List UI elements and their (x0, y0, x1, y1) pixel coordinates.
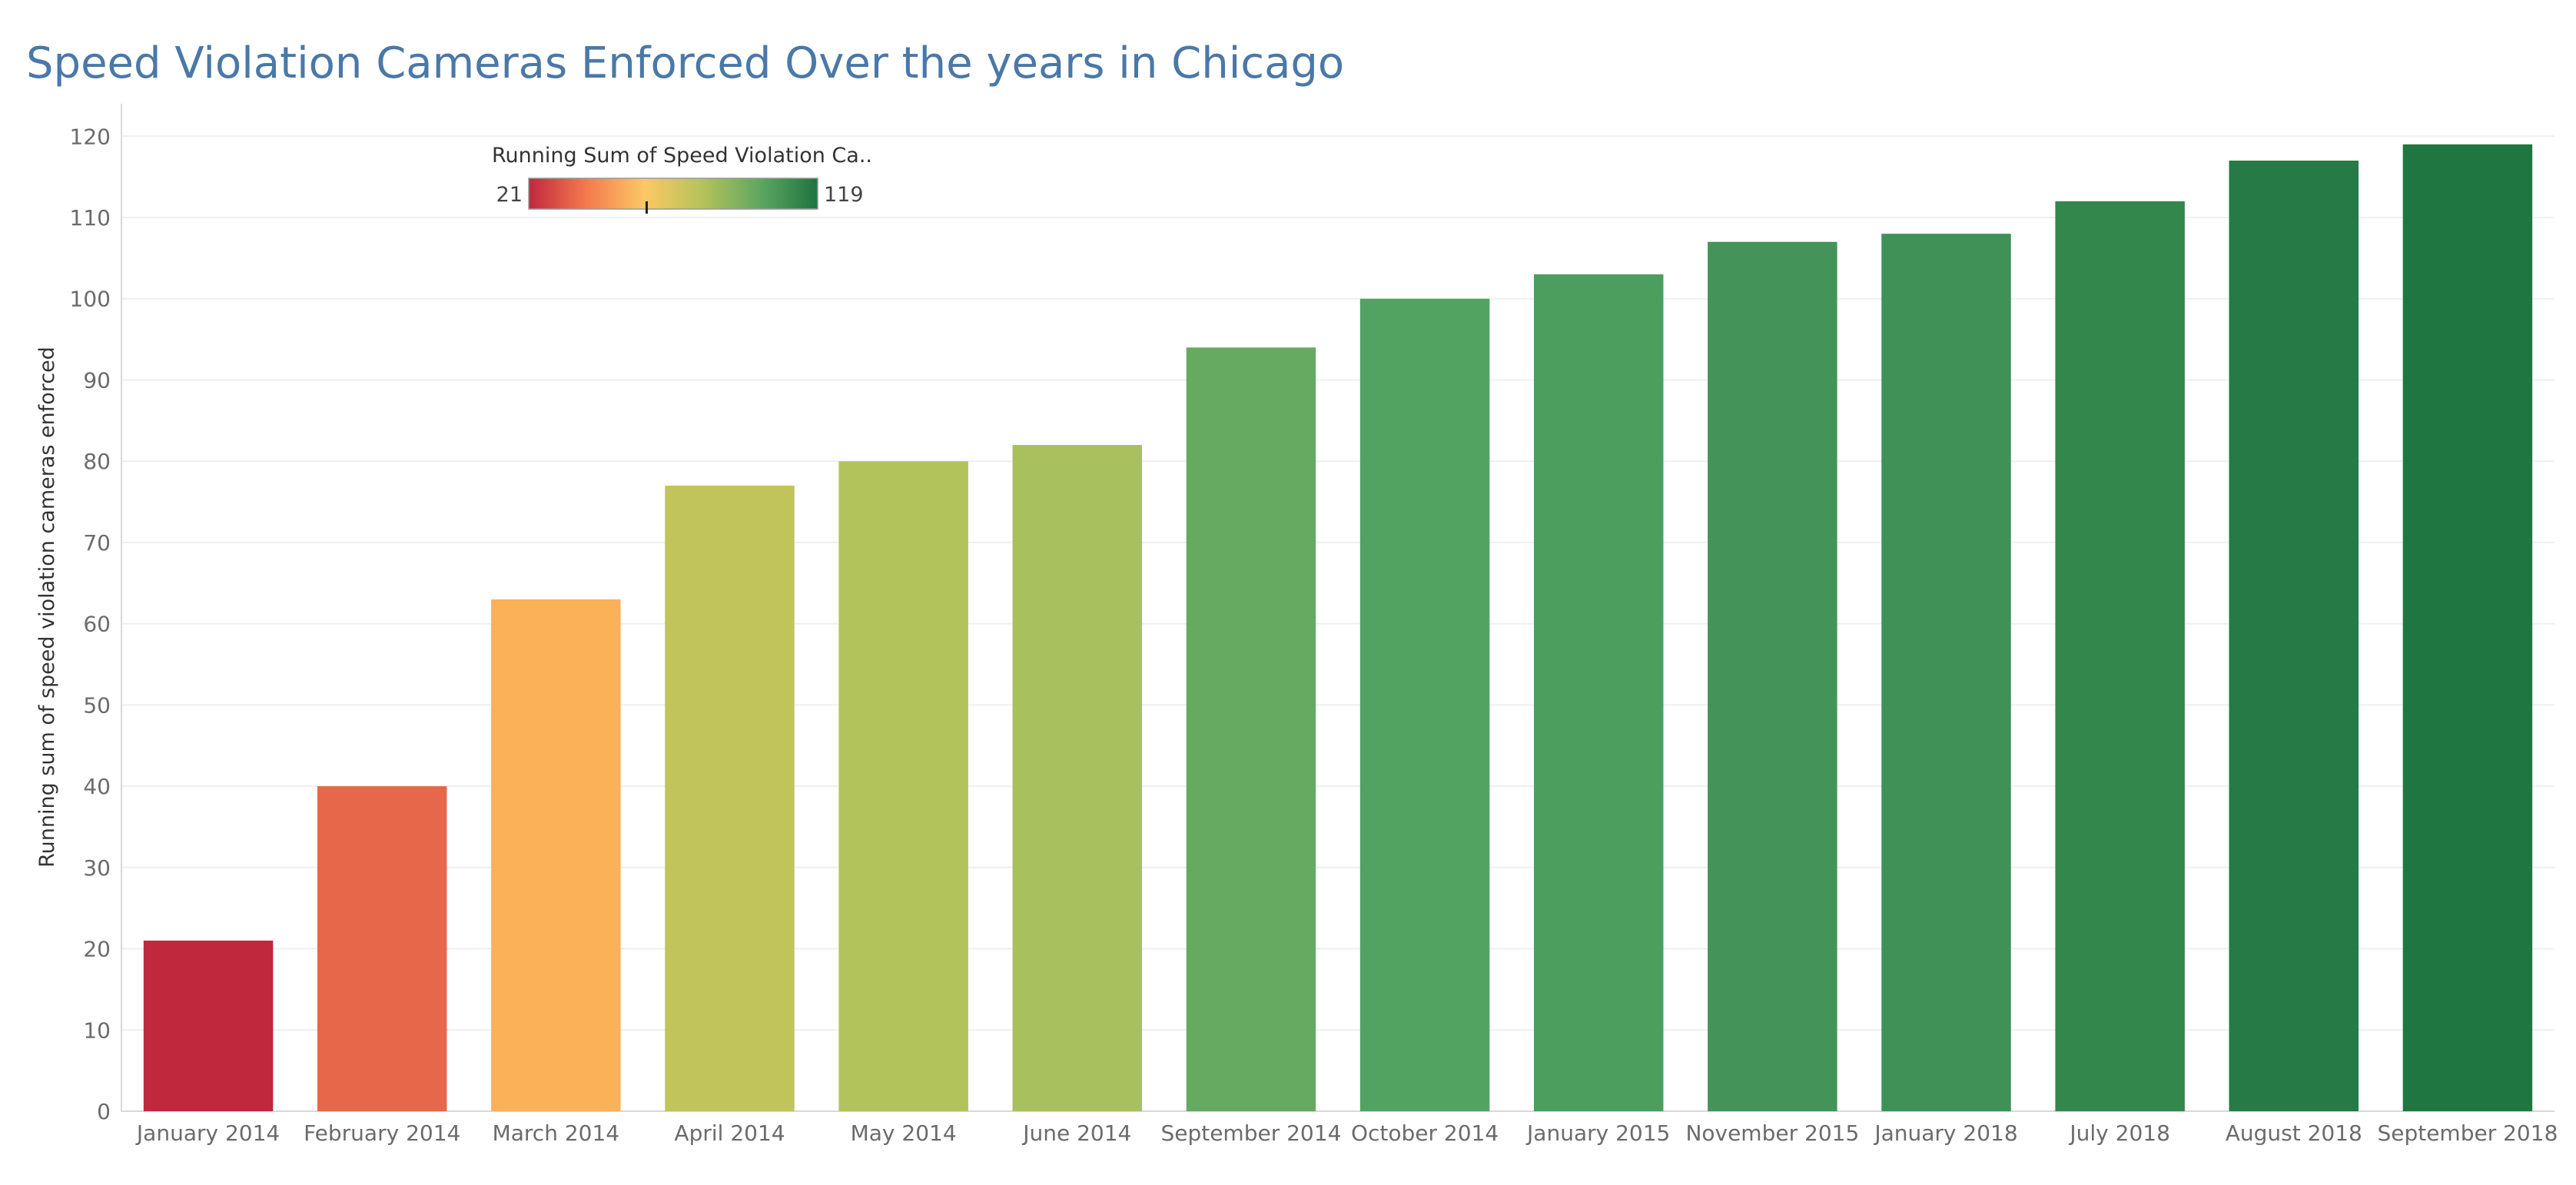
bar[interactable] (491, 599, 621, 1111)
x-tick-label: September 2014 (1160, 1120, 1341, 1146)
bar[interactable] (1881, 234, 2011, 1112)
y-axis-title: Running sum of speed violation cameras e… (35, 347, 59, 868)
gridlines (121, 135, 2554, 1031)
x-tick-label: January 2015 (1525, 1120, 1670, 1146)
legend-max-label: 119 (824, 183, 864, 207)
x-tick-label: August 2018 (2226, 1120, 2362, 1146)
x-tick-labels: January 2014 February 2014 March 2014 April… (135, 1120, 2558, 1146)
chart-title: Speed Violation Cameras Enforced Over th… (26, 38, 1345, 88)
bars (143, 144, 2533, 1112)
y-tick-label: 100 (70, 287, 111, 312)
y-tick-labels: 0 10 20 30 40 50 60 70 80 90 100 110 120 (70, 124, 111, 1124)
x-tick-label: July 2018 (2068, 1120, 2170, 1146)
color-legend[interactable]: Running Sum of Speed Violation Ca.. 21 1… (492, 144, 872, 214)
legend-title: Running Sum of Speed Violation Ca.. (492, 144, 872, 168)
bar[interactable] (1359, 298, 1490, 1111)
x-tick-label: October 2014 (1351, 1120, 1499, 1146)
bar[interactable] (838, 461, 968, 1111)
y-tick-label: 120 (70, 124, 111, 149)
y-tick-label: 50 (83, 692, 111, 718)
x-tick-label: January 2018 (1873, 1120, 2017, 1146)
x-tick-label: March 2014 (493, 1120, 620, 1146)
bar[interactable] (1186, 347, 1316, 1111)
x-tick-label: May 2014 (851, 1120, 957, 1146)
x-tick-label: September 2018 (2377, 1120, 2558, 1146)
y-tick-label: 40 (83, 774, 111, 799)
y-tick-label: 80 (83, 449, 111, 474)
y-tick-label: 90 (83, 367, 111, 393)
x-tick-label: April 2014 (674, 1120, 785, 1146)
legend-gradient-bar[interactable] (528, 178, 818, 210)
y-tick-label: 110 (70, 205, 111, 231)
y-tick-label: 70 (83, 530, 111, 556)
x-tick-label: February 2014 (304, 1120, 460, 1146)
x-tick-label: June 2014 (1021, 1120, 1131, 1146)
y-tick-label: 0 (97, 1099, 111, 1124)
x-tick-label: January 2014 (135, 1120, 280, 1146)
bar[interactable] (317, 786, 447, 1111)
y-tick-label: 60 (83, 612, 111, 637)
bar[interactable] (2055, 201, 2185, 1111)
axes (121, 104, 2554, 1112)
bar[interactable] (1012, 445, 1143, 1111)
legend-min-label: 21 (496, 183, 523, 207)
bar[interactable] (1708, 241, 1837, 1111)
y-tick-label: 10 (83, 1017, 111, 1043)
bar[interactable] (665, 485, 795, 1111)
y-tick-label: 20 (83, 937, 111, 962)
bar[interactable] (2229, 161, 2359, 1112)
bar[interactable] (2402, 144, 2533, 1111)
bar[interactable] (143, 940, 274, 1111)
y-tick-label: 30 (83, 855, 111, 881)
x-tick-label: November 2015 (1685, 1120, 1859, 1146)
bar[interactable] (1533, 274, 1664, 1112)
